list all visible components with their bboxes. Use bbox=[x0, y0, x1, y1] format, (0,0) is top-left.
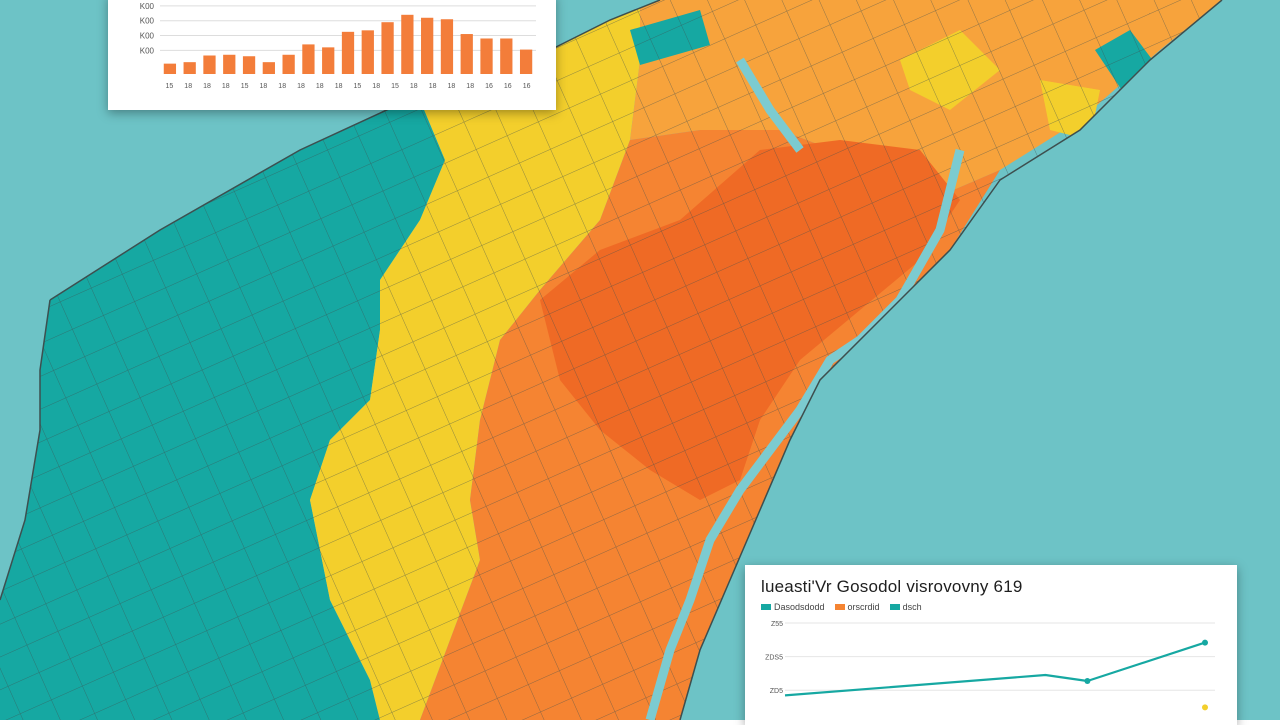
bar-chart-panel: K00 K00 K00 K00 15 18 18 18 15 18 18 18 18 18 15 18 15 1… bbox=[108, 0, 556, 110]
bar bbox=[480, 38, 493, 74]
bar bbox=[421, 17, 434, 74]
line-chart-gridlines bbox=[785, 622, 1215, 691]
legend-label: orscrdid bbox=[847, 602, 880, 612]
x-tick-label: 18 bbox=[372, 83, 380, 90]
y-tick-label: K00 bbox=[140, 17, 155, 26]
x-tick-label: 18 bbox=[203, 83, 211, 90]
series-line bbox=[784, 641, 1206, 697]
line-chart-legend: Dasodsdodd orscrdid dsch bbox=[761, 602, 922, 612]
legend-item: dsch bbox=[889, 602, 922, 612]
line-chart: Z55 ZDS5 ZD5 bbox=[765, 621, 1215, 711]
x-tick-label: 18 bbox=[335, 83, 343, 90]
x-tick-label: 18 bbox=[260, 83, 268, 90]
bar bbox=[361, 30, 374, 74]
bar bbox=[322, 47, 335, 74]
legend-swatch bbox=[834, 604, 845, 610]
line-chart-y-ticks: Z55 ZDS5 ZD5 bbox=[765, 621, 783, 695]
bar bbox=[223, 54, 236, 74]
line-chart-panel: lueasti'Vr Gosodol visrovovny 619 Dasods… bbox=[745, 565, 1237, 725]
line-chart-series bbox=[784, 639, 1208, 711]
bar bbox=[341, 31, 355, 74]
bar bbox=[460, 34, 473, 74]
y-tick-label: K00 bbox=[140, 46, 155, 55]
line-chart-title: lueasti'Vr Gosodol visrovovny 619 bbox=[761, 577, 1023, 596]
legend-label: Dasodsdodd bbox=[774, 602, 825, 612]
bar bbox=[262, 62, 275, 74]
legend-swatch bbox=[761, 604, 771, 610]
legend-item: orscrdid bbox=[834, 602, 880, 612]
bar bbox=[401, 14, 414, 74]
x-tick-label: 16 bbox=[485, 83, 493, 90]
y-tick-label: ZDS5 bbox=[765, 655, 783, 662]
series-point bbox=[1202, 639, 1208, 646]
bar-chart-x-ticks: 15 18 18 18 15 18 18 18 18 18 15 18 15 18 18 18 18 16 16 16 bbox=[166, 83, 531, 90]
legend-item: Dasodsdodd bbox=[761, 602, 825, 612]
x-tick-label: 18 bbox=[410, 83, 418, 90]
bar bbox=[282, 54, 295, 74]
series-point bbox=[1202, 704, 1208, 711]
bar bbox=[163, 63, 177, 74]
series-point bbox=[1084, 678, 1091, 684]
x-tick-label: 16 bbox=[523, 83, 531, 90]
x-tick-label: 18 bbox=[429, 83, 437, 90]
x-tick-label: 18 bbox=[222, 83, 230, 90]
bar-chart-bars bbox=[163, 14, 533, 75]
bar bbox=[183, 62, 196, 74]
x-tick-label: 15 bbox=[241, 83, 249, 90]
y-tick-label: K00 bbox=[140, 32, 155, 41]
y-tick-label: Z55 bbox=[771, 621, 783, 628]
x-tick-label: 16 bbox=[504, 83, 512, 90]
x-tick-label: 18 bbox=[316, 83, 324, 90]
bar bbox=[381, 22, 394, 74]
x-tick-label: 18 bbox=[184, 83, 192, 90]
x-tick-label: 18 bbox=[297, 83, 305, 90]
x-tick-label: 18 bbox=[466, 83, 474, 90]
x-tick-label: 15 bbox=[391, 83, 399, 90]
bar bbox=[242, 56, 256, 74]
x-tick-label: 15 bbox=[354, 83, 362, 90]
x-tick-label: 18 bbox=[448, 83, 456, 90]
bar bbox=[302, 44, 315, 74]
x-tick-label: 15 bbox=[166, 83, 174, 90]
bay-water bbox=[645, 57, 965, 720]
legend-swatch bbox=[889, 604, 900, 610]
x-tick-label: 18 bbox=[278, 83, 286, 90]
bar bbox=[500, 38, 513, 74]
bar bbox=[519, 49, 533, 74]
bar bbox=[203, 55, 216, 74]
y-tick-label: ZD5 bbox=[770, 688, 783, 695]
y-tick-label: K00 bbox=[140, 2, 155, 11]
bar bbox=[440, 19, 454, 75]
legend-label: dsch bbox=[902, 602, 922, 612]
bar-chart-y-ticks: K00 K00 K00 K00 bbox=[140, 2, 155, 55]
